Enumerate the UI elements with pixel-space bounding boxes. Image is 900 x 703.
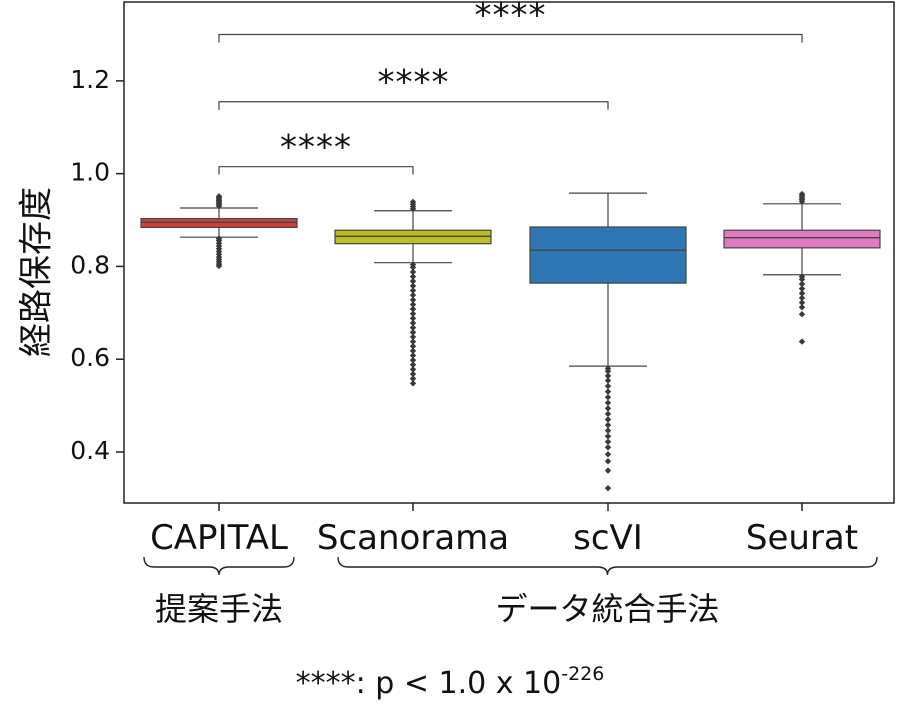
outlier-point	[409, 356, 417, 364]
y-axis: 0.4 0.6 0.8 1.0 1.2	[70, 65, 124, 465]
outlier-point	[409, 261, 417, 268]
significance-label-2: ****	[475, 0, 547, 35]
outlier-point	[798, 190, 806, 198]
outlier-point	[604, 382, 612, 390]
outlier-point	[409, 301, 417, 308]
outlier-point	[215, 193, 223, 200]
outlier-point	[409, 273, 417, 280]
outlier-point	[798, 299, 806, 306]
group-label-0: 提案手法	[155, 590, 283, 628]
group-label-1: データ統合手法	[495, 590, 719, 628]
x-tick-label-3: Seurat	[746, 518, 858, 558]
outlier-point	[409, 291, 417, 299]
x-axis: CAPITAL Scanorama scVI Seurat	[150, 503, 858, 558]
group-brace-0	[143, 556, 295, 576]
outlier-point	[604, 421, 612, 429]
outlier-point	[409, 310, 417, 317]
outlier-point	[604, 427, 612, 434]
outlier-point	[215, 235, 223, 242]
outlier-point	[604, 410, 612, 418]
x-tick-label-1: Scanorama	[317, 518, 509, 558]
outlier-point	[604, 444, 612, 451]
outlier-point	[798, 290, 806, 297]
outlier-point	[409, 352, 417, 359]
outlier-point	[409, 319, 417, 327]
y-tick-label-2: 0.8	[70, 250, 110, 279]
y-tick-label-1: 0.6	[70, 343, 110, 372]
y-tick-label-3: 1.0	[70, 158, 110, 187]
outlier-point	[604, 416, 612, 423]
box-Scanorama	[334, 198, 492, 387]
footnote-exponent: -226	[561, 663, 604, 685]
outlier-point	[798, 273, 806, 280]
outlier-point	[409, 315, 417, 322]
group-braces: 提案手法 データ統合手法	[143, 556, 878, 628]
significance-label-1: ****	[378, 63, 450, 103]
outlier-point	[409, 198, 417, 206]
outlier-point	[409, 282, 417, 290]
group-brace-1	[337, 556, 878, 576]
outlier-point	[604, 451, 612, 458]
y-axis-label: 経路保存度	[17, 187, 57, 357]
x-tick-label-2: scVI	[573, 518, 643, 558]
box-scVI	[529, 192, 687, 492]
outlier-point	[604, 377, 612, 384]
outlier-point	[604, 467, 612, 474]
outlier-point	[604, 484, 612, 492]
y-tick-label-4: 1.2	[70, 65, 110, 94]
x-tick-label-0: CAPITAL	[150, 518, 288, 558]
iqr-box	[723, 229, 881, 249]
outlier-point	[604, 405, 612, 412]
outlier-point	[604, 399, 612, 406]
footnote-text: ****: p < 1.0 x 10	[296, 666, 562, 701]
significance-bracket-1	[218, 101, 609, 110]
plot-frame	[123, 1, 895, 504]
outlier-point	[604, 365, 612, 372]
box-CAPITAL	[140, 193, 298, 270]
outlier-point	[604, 458, 612, 465]
outlier-point	[409, 347, 417, 355]
outlier-point	[409, 380, 417, 387]
outlier-point	[798, 338, 806, 345]
outlier-point	[409, 338, 417, 345]
outlier-point	[604, 372, 612, 380]
outlier-point	[409, 361, 417, 368]
outlier-point	[409, 268, 417, 276]
outlier-point	[409, 305, 417, 313]
outlier-point	[409, 343, 417, 350]
outlier-point	[798, 280, 806, 288]
outlier-point	[798, 310, 806, 318]
outlier-point	[409, 370, 417, 378]
iqr-box	[529, 226, 687, 284]
outlier-point	[604, 394, 612, 401]
outlier-point	[409, 329, 417, 336]
significance-bracket-0	[218, 166, 414, 175]
box-Seurat	[723, 190, 881, 345]
plot-marks	[140, 190, 881, 492]
outlier-point	[409, 333, 417, 341]
y-tick-label-0: 0.4	[70, 436, 110, 465]
outlier-point	[409, 278, 417, 285]
outlier-point	[798, 304, 806, 311]
footnote: ****: p < 1.0 x 10-226	[296, 663, 605, 701]
outlier-point	[604, 388, 612, 395]
outlier-point	[409, 366, 417, 373]
outlier-point	[604, 438, 612, 445]
outlier-point	[604, 433, 612, 440]
outlier-point	[409, 296, 417, 304]
outlier-point	[409, 375, 417, 382]
outlier-point	[409, 287, 417, 294]
significance-label-0: ****	[280, 128, 352, 168]
outlier-point	[798, 294, 806, 302]
significance-bracket-2	[218, 33, 803, 43]
outlier-point	[409, 324, 417, 331]
significance-brackets: **** **** ****	[218, 0, 803, 175]
outlier-point	[798, 285, 806, 292]
